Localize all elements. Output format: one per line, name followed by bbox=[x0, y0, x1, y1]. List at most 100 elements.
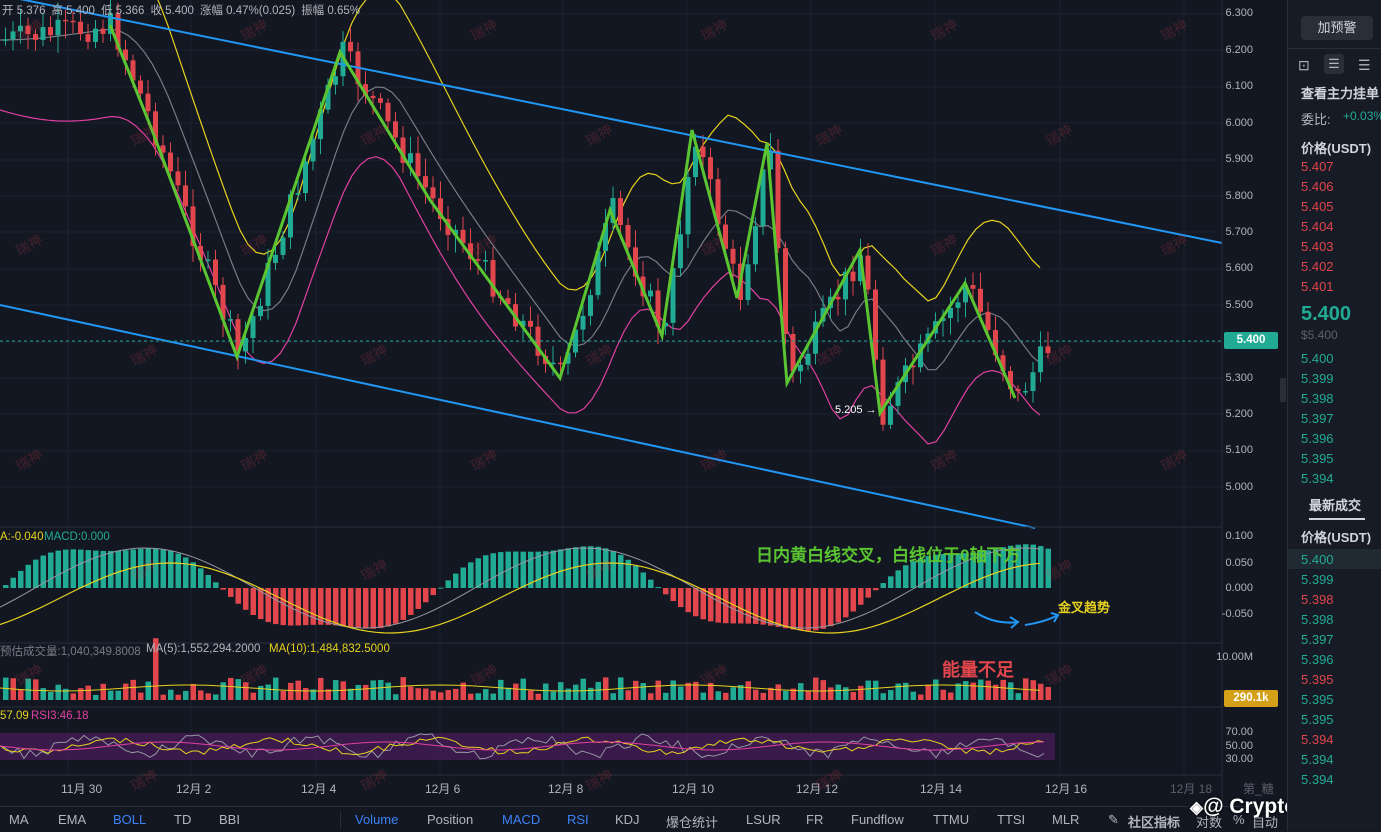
zigzag-pattern-line bbox=[108, 24, 1017, 418]
tab-ttmu[interactable]: TTMU bbox=[933, 812, 970, 827]
tab-lsur[interactable]: LSUR bbox=[746, 812, 781, 827]
macd-histogram-bar bbox=[160, 549, 166, 588]
volume-bar bbox=[625, 690, 631, 700]
candle-body bbox=[888, 405, 893, 425]
volume-bar bbox=[213, 694, 219, 700]
volume-bar bbox=[288, 682, 294, 700]
macd-histogram-bar bbox=[378, 588, 384, 629]
candle-body bbox=[528, 320, 533, 327]
macd-histogram-bar bbox=[468, 562, 474, 588]
volume-bar bbox=[235, 679, 241, 700]
golden-cross-annotation: 金叉趋势 bbox=[1058, 600, 1111, 615]
candle-body bbox=[858, 255, 863, 282]
volume-bar bbox=[565, 688, 571, 700]
x-tick: 12月 16 bbox=[1045, 782, 1088, 796]
volume-bar bbox=[610, 693, 616, 700]
volume-bar bbox=[1008, 682, 1014, 700]
volume-bar bbox=[393, 694, 399, 700]
community-indicators[interactable]: 社区指标 bbox=[1128, 815, 1181, 830]
price-tick: 6.100 bbox=[1225, 80, 1253, 92]
candle-body bbox=[250, 316, 256, 339]
tab-rsi[interactable]: RSI bbox=[567, 812, 589, 827]
tab-ttsi[interactable]: TTSI bbox=[997, 812, 1026, 827]
bid-price: 5.396 bbox=[1301, 431, 1334, 446]
tab-liquidation[interactable]: 爆仓统计 bbox=[666, 815, 719, 830]
candle-body bbox=[940, 318, 946, 322]
chart-canvas[interactable] bbox=[0, 0, 1286, 806]
candle-body bbox=[438, 198, 443, 219]
volume-bar bbox=[903, 682, 909, 700]
volume-bar bbox=[790, 688, 796, 700]
orderbook-both-icon[interactable]: ⊡ bbox=[1298, 57, 1310, 73]
volume-bar bbox=[895, 683, 901, 700]
volume-bar bbox=[400, 677, 406, 700]
volume-bar bbox=[970, 682, 976, 700]
macd-histogram-bar bbox=[745, 588, 751, 624]
candle-body bbox=[1038, 346, 1043, 373]
price-tick: 6.000 bbox=[1225, 117, 1253, 129]
volume-bar bbox=[100, 683, 106, 700]
macd-histogram-bar bbox=[1008, 545, 1014, 588]
candle-body bbox=[198, 245, 203, 260]
volume-bar bbox=[775, 684, 781, 700]
macd-histogram-bar bbox=[550, 550, 556, 588]
volume-bar bbox=[168, 689, 174, 700]
volume-bar bbox=[820, 680, 826, 700]
volume-bar bbox=[663, 692, 669, 700]
candle-body bbox=[865, 255, 871, 290]
candle-body bbox=[33, 34, 38, 40]
trades-price-header: 价格(USDT) bbox=[1301, 530, 1372, 545]
macd-histogram-bar bbox=[265, 588, 271, 623]
volume-bar bbox=[498, 679, 504, 700]
macd-histogram-bar bbox=[858, 588, 864, 605]
orderbook-bids-icon[interactable]: ☰ bbox=[1324, 54, 1344, 74]
scroll-handle[interactable] bbox=[1280, 378, 1286, 402]
tab-td[interactable]: TD bbox=[174, 812, 192, 827]
tab-boll[interactable]: BOLL bbox=[113, 812, 147, 827]
macd-histogram-bar bbox=[895, 570, 901, 588]
tab-fundflow[interactable]: Fundflow bbox=[851, 812, 904, 827]
tab-position[interactable]: Position bbox=[427, 812, 474, 827]
auto-scale-toggle[interactable]: 自动 bbox=[1252, 815, 1279, 830]
tab-ema[interactable]: EMA bbox=[58, 812, 87, 827]
log-scale-toggle[interactable]: 对数 bbox=[1196, 815, 1223, 830]
tab-kdj[interactable]: KDJ bbox=[615, 812, 640, 827]
edit-icon[interactable]: ✎ bbox=[1108, 812, 1119, 827]
tab-volume[interactable]: Volume bbox=[355, 812, 399, 827]
macd-histogram-bar bbox=[363, 588, 369, 629]
tab-mlr[interactable]: MLR bbox=[1052, 812, 1080, 827]
orderbook-asks-icon[interactable]: ☰ bbox=[1358, 57, 1371, 73]
macd-histogram-bar bbox=[333, 588, 339, 626]
orderbook-title[interactable]: 查看主力挂单 bbox=[1301, 86, 1380, 101]
macd-histogram-bar bbox=[175, 553, 181, 588]
volume-bar bbox=[1038, 683, 1044, 700]
macd-histogram-bar bbox=[580, 546, 586, 588]
macd-histogram-bar bbox=[865, 588, 871, 598]
volume-tag: 290.1k bbox=[1224, 690, 1278, 707]
volume-bar bbox=[370, 680, 376, 700]
volume-bar bbox=[985, 680, 991, 700]
candle-body bbox=[745, 264, 751, 300]
macd-histogram-bar bbox=[1000, 547, 1006, 588]
tab-macd[interactable]: MACD bbox=[502, 812, 541, 827]
tab-fr[interactable]: FR bbox=[806, 812, 824, 827]
tab-bbi[interactable]: BBI bbox=[219, 812, 240, 827]
volume-bar bbox=[123, 683, 129, 700]
volume-bar bbox=[55, 684, 61, 700]
volume-bar bbox=[955, 683, 961, 700]
macd-label: MACD:0.000 bbox=[44, 531, 110, 543]
add-alert-button[interactable]: 加预警 bbox=[1301, 16, 1373, 40]
macd-histogram-bar bbox=[288, 588, 294, 626]
candle-body bbox=[880, 359, 886, 425]
macd-histogram-bar bbox=[168, 550, 174, 588]
percent-toggle[interactable]: % bbox=[1233, 812, 1245, 827]
macd-histogram-bar bbox=[828, 588, 834, 627]
macd-histogram-bar bbox=[438, 587, 444, 589]
macd-histogram-bar bbox=[940, 554, 946, 588]
macd-histogram-bar bbox=[1023, 544, 1029, 588]
trades-title[interactable]: 最新成交 bbox=[1309, 498, 1362, 513]
candle-body bbox=[475, 259, 481, 261]
candle-body bbox=[78, 21, 83, 35]
tab-ma[interactable]: MA bbox=[9, 812, 29, 827]
volume-bar bbox=[363, 684, 369, 700]
